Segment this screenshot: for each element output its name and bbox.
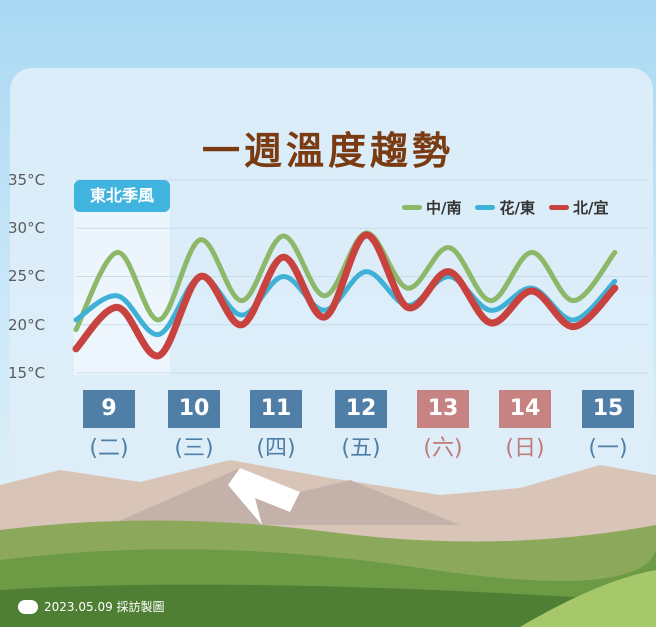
weather-logo-icon [18,599,38,614]
series-line-2 [72,231,619,360]
y-tick-15: 15°C [8,364,46,382]
page-title: 一週溫度趨勢 [201,129,454,173]
weekday-label-6: (一) [588,436,628,461]
legend-label-north: 北/宜 [572,198,609,217]
legend-item-east: 花/東 [475,196,535,218]
day-box-6: 15 [582,390,634,428]
day-box-4: 13 [417,390,469,428]
y-tick-25: 25°C [8,267,46,285]
monsoon-highlight [74,180,170,375]
legend-swatch-south [402,204,422,210]
footer: 2023.05.09 採訪製圖 [18,598,165,615]
y-tick-30: 30°C [8,219,46,237]
y-tick-20: 20°C [8,316,46,334]
legend: 中/南 花/東 北/宜 [402,196,652,218]
weekday-label-3: (五) [341,436,381,461]
legend-label-south: 中/南 [426,198,462,217]
day-box-2: 11 [250,390,302,428]
day-box-3: 12 [335,390,387,428]
day-box-1: 10 [168,390,220,428]
weekday-label-2: (四) [256,436,296,461]
weekday-label-5: (日) [505,436,545,461]
footer-text: 2023.05.09 採訪製圖 [44,600,165,614]
legend-item-north: 北/宜 [548,196,609,218]
day-box-0: 9 [83,390,135,428]
weekday-label-4: (六) [423,436,463,461]
y-tick-35: 35°C [8,171,46,189]
legend-label-east: 花/東 [499,198,535,217]
legend-swatch-east [475,204,496,210]
legend-item-south: 中/南 [402,196,461,218]
landscape-illustration [0,460,656,627]
series-line-0 [73,230,618,333]
monsoon-badge: 東北季風 [74,180,170,212]
day-box-5: 14 [499,390,551,428]
weekday-label-0: (二) [89,436,129,461]
weekday-label-1: (三) [174,436,214,461]
legend-swatch-north [548,204,569,210]
